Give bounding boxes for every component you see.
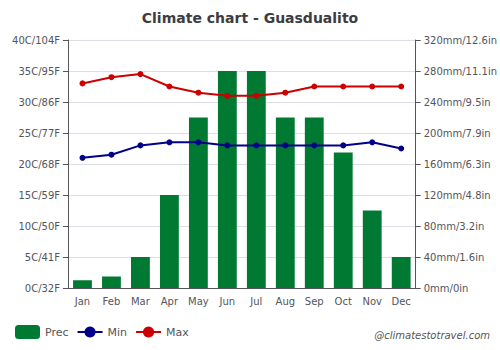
svg-text:Max: Max bbox=[166, 326, 189, 339]
svg-text:0mm/0in: 0mm/0in bbox=[424, 283, 469, 294]
svg-text:200mm/7.9in: 200mm/7.9in bbox=[424, 128, 491, 139]
svg-text:Min: Min bbox=[108, 326, 128, 339]
svg-text:160mm/6.3in: 160mm/6.3in bbox=[424, 159, 491, 170]
svg-text:Aug: Aug bbox=[276, 296, 296, 307]
svg-text:30C/86F: 30C/86F bbox=[18, 97, 60, 108]
svg-text:5C/41F: 5C/41F bbox=[25, 252, 60, 263]
svg-text:Nov: Nov bbox=[362, 296, 382, 307]
svg-text:80mm/3.2in: 80mm/3.2in bbox=[424, 221, 485, 232]
svg-text:120mm/4.8in: 120mm/4.8in bbox=[424, 190, 491, 201]
svg-text:20C/68F: 20C/68F bbox=[18, 159, 60, 170]
svg-text:10C/50F: 10C/50F bbox=[18, 221, 60, 232]
svg-text:35C/95F: 35C/95F bbox=[18, 66, 60, 77]
svg-text:Jul: Jul bbox=[249, 296, 262, 307]
svg-text:Prec: Prec bbox=[45, 326, 69, 339]
svg-text:Feb: Feb bbox=[103, 296, 121, 307]
svg-text:15C/59F: 15C/59F bbox=[18, 190, 60, 201]
svg-text:0C/32F: 0C/32F bbox=[25, 283, 60, 294]
svg-text:Jan: Jan bbox=[74, 296, 90, 307]
svg-text:Jun: Jun bbox=[219, 296, 236, 307]
svg-text:25C/77F: 25C/77F bbox=[18, 128, 60, 139]
svg-text:280mm/11.1in: 280mm/11.1in bbox=[424, 66, 497, 77]
svg-text:320mm/12.6in: 320mm/12.6in bbox=[424, 35, 497, 46]
svg-text:Sep: Sep bbox=[305, 296, 324, 307]
svg-text:40C/104F: 40C/104F bbox=[12, 35, 60, 46]
svg-text:40mm/1.6in: 40mm/1.6in bbox=[424, 252, 485, 263]
svg-text:240mm/9.5in: 240mm/9.5in bbox=[424, 97, 491, 108]
svg-text:Mar: Mar bbox=[131, 296, 151, 307]
svg-text:Apr: Apr bbox=[161, 296, 179, 307]
svg-text:Oct: Oct bbox=[335, 296, 352, 307]
svg-text:Climate chart - Guasdualito: Climate chart - Guasdualito bbox=[142, 10, 359, 26]
svg-text:May: May bbox=[188, 296, 209, 307]
svg-text:Dec: Dec bbox=[392, 296, 411, 307]
svg-text:@climatestotravel.com: @climatestotravel.com bbox=[374, 330, 490, 341]
